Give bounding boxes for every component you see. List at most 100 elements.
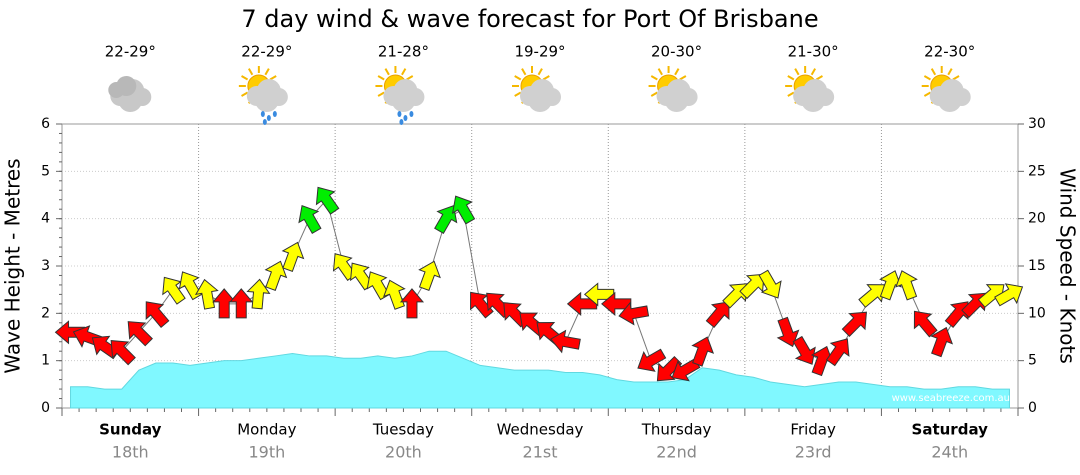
sun-ray [241,75,249,81]
y-tick-label: 5 [41,163,50,179]
sun-ray [384,68,390,76]
wind-arrow [601,291,632,316]
watermark: www.seabreeze.com.au [892,393,1010,404]
day-name: Saturday [912,421,989,439]
sun-ray [794,68,800,76]
sun-ray [264,68,270,76]
sun-ray [241,91,249,97]
raindrop [266,115,271,121]
weather-icon [238,66,288,125]
y2-tick-label: 0 [1028,400,1037,416]
sun-ray [810,68,817,76]
wind-arrow [264,260,288,291]
weather-icon [648,66,698,112]
wind-arrow [825,338,850,367]
sun-ray [650,91,658,97]
wind-arrow [691,336,715,367]
y2-tick-label: 15 [1028,258,1046,274]
day-date: 19th [248,443,285,462]
wind-arrow [246,278,271,310]
day-date: 18th [112,443,149,462]
sun-ray [923,91,931,97]
wind-arrow [758,269,782,299]
wind-arrow [879,270,902,301]
raindrop [403,115,408,121]
y-tick-label: 1 [41,353,50,369]
day-name: Friday [790,421,836,439]
temperature: 21-30° [788,43,839,61]
sun-ray [952,75,960,81]
y-axis-title: Wave Height - Metres [1,158,25,373]
weather-icon [785,66,835,112]
sun-ray [787,75,795,81]
wind-arrow [895,270,918,301]
day-date: 23rd [795,443,832,462]
wind-arrow [162,276,186,305]
sun-ray [247,68,254,76]
wind-arrow [583,282,615,307]
wind-arrow [434,205,458,234]
sun-ray [537,68,543,76]
temperature: 22-29° [241,43,292,61]
wind-arrow [145,301,170,328]
temperature: 22-30° [924,43,975,61]
wind-arrow [451,195,476,225]
sun-ray [406,75,414,81]
temperature: 19-29° [514,43,565,61]
wind-arrow [671,358,701,382]
day-name: Tuesday [372,421,434,439]
sun-ray [657,68,663,76]
day-name: Thursday [641,421,712,439]
wind-arrow [383,279,406,310]
sun-ray [930,68,937,76]
day-date: 21st [523,443,558,462]
y2-tick-label: 20 [1028,211,1046,227]
sun-ray [815,75,823,81]
y-tick-label: 3 [41,258,50,274]
cloud [937,88,962,112]
y2-tick-label: 5 [1028,353,1037,369]
temperature: 20-30° [651,43,702,61]
chart-title: 7 day wind & wave forecast for Port Of B… [241,5,818,33]
raindrop [397,111,402,117]
y-tick-label: 0 [41,400,50,416]
wind-arrow [637,348,667,372]
cloud [391,88,416,112]
raindrop [272,111,277,117]
wind-arrow [418,260,441,291]
y2-tick-label: 10 [1028,305,1046,321]
y2-tick-label: 25 [1028,163,1046,179]
wind-arrow [792,335,816,365]
day-date: 22nd [656,443,697,462]
sun-ray [542,75,550,81]
wind-arrow [705,301,730,328]
raindrop [260,111,265,117]
sun-ray [923,75,931,81]
wind-arrow [656,355,683,382]
wind-arrow [315,186,340,215]
sun-ray [514,75,522,81]
wind-arrow [841,311,867,337]
wind-arrow [399,288,425,319]
day-date: 24th [931,443,968,462]
day-date: 20th [385,443,422,462]
sun-ray [514,91,522,97]
cloud [664,88,689,112]
wind-arrow [54,320,86,345]
sun-ray [377,75,385,81]
weather-icon [108,76,152,112]
temperature: 21-28° [378,43,429,61]
y2-tick-label: 30 [1028,116,1046,132]
wind-arrow [913,310,938,338]
sun-ray [947,68,953,76]
wind-arrow [229,288,254,319]
raindrop [262,119,267,125]
y-tick-label: 4 [41,211,50,227]
cloud [254,88,279,112]
wind-arrow [470,291,494,319]
wind-arrow [618,301,650,326]
temperature: 22-29° [105,43,156,61]
wind-arrow [298,205,322,234]
wind-arrow [776,316,800,348]
